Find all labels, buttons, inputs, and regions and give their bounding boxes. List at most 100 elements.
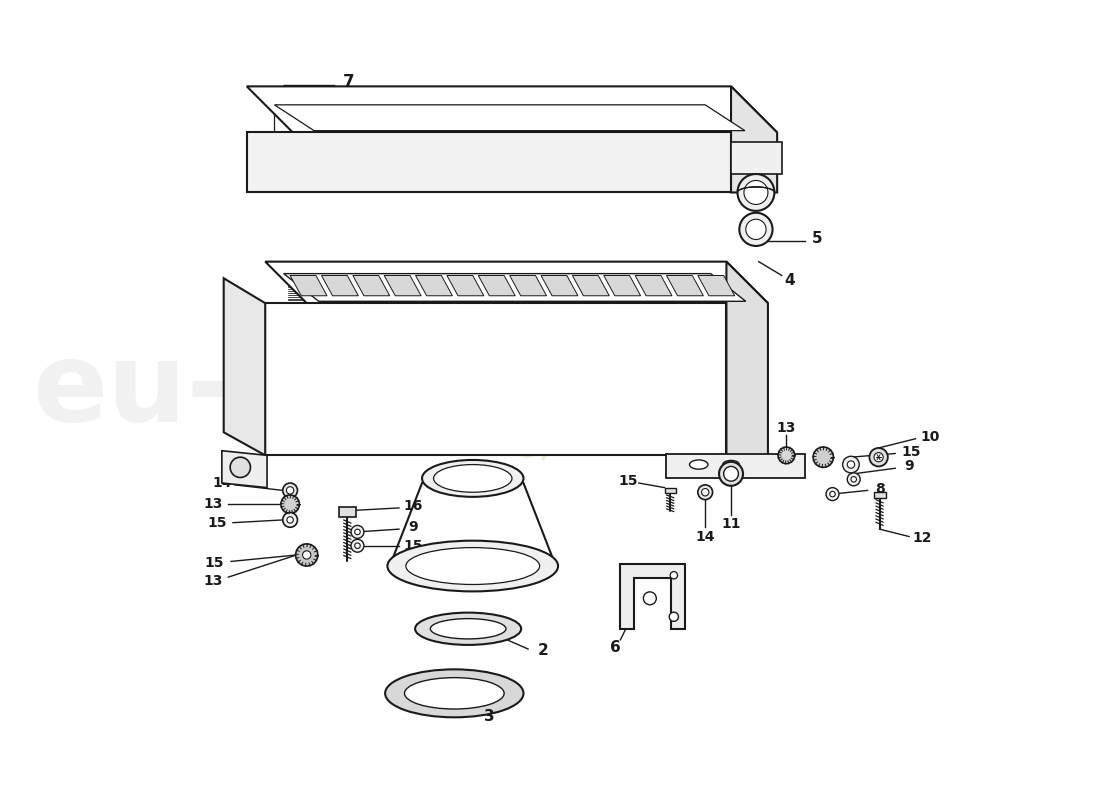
Text: 14: 14 — [212, 476, 232, 490]
Circle shape — [296, 544, 318, 566]
Text: 13: 13 — [777, 421, 796, 434]
Circle shape — [813, 447, 834, 467]
Text: eu-o-ces: eu-o-ces — [32, 338, 563, 444]
Circle shape — [230, 457, 251, 478]
Polygon shape — [384, 275, 421, 296]
Text: 9: 9 — [408, 520, 418, 534]
Polygon shape — [265, 262, 768, 303]
Ellipse shape — [433, 465, 512, 492]
Circle shape — [874, 453, 883, 462]
Text: 13: 13 — [202, 498, 222, 511]
Text: 7: 7 — [343, 73, 355, 90]
Polygon shape — [478, 275, 515, 296]
Circle shape — [286, 486, 294, 494]
Ellipse shape — [723, 461, 739, 469]
Circle shape — [746, 219, 766, 239]
Text: 10: 10 — [921, 430, 940, 444]
Polygon shape — [726, 262, 768, 455]
Polygon shape — [246, 133, 732, 193]
Polygon shape — [664, 488, 675, 493]
Circle shape — [739, 213, 772, 246]
Circle shape — [869, 448, 888, 466]
Polygon shape — [290, 275, 327, 296]
Polygon shape — [353, 275, 389, 296]
Text: a passion for: a passion for — [292, 384, 562, 472]
Polygon shape — [620, 564, 685, 629]
Circle shape — [644, 592, 657, 605]
Text: 15: 15 — [901, 445, 921, 458]
Text: 9: 9 — [904, 459, 914, 474]
Polygon shape — [284, 274, 746, 302]
Circle shape — [351, 526, 364, 538]
Text: 15: 15 — [205, 556, 224, 570]
Polygon shape — [667, 454, 805, 478]
Text: 2: 2 — [538, 643, 548, 658]
Polygon shape — [447, 275, 484, 296]
Circle shape — [829, 491, 835, 497]
Circle shape — [302, 551, 311, 559]
Polygon shape — [416, 275, 452, 296]
Polygon shape — [874, 492, 886, 498]
Ellipse shape — [405, 678, 504, 709]
Circle shape — [744, 181, 768, 205]
Polygon shape — [732, 86, 778, 193]
Polygon shape — [321, 275, 359, 296]
Text: 1985: 1985 — [490, 330, 659, 414]
Text: 13: 13 — [202, 574, 222, 588]
Circle shape — [669, 612, 679, 622]
Circle shape — [702, 489, 708, 496]
Circle shape — [283, 513, 297, 527]
Circle shape — [354, 543, 360, 549]
Polygon shape — [222, 450, 267, 488]
Text: 1: 1 — [241, 377, 253, 395]
Ellipse shape — [430, 618, 506, 639]
Text: 15: 15 — [403, 538, 422, 553]
Polygon shape — [604, 275, 640, 296]
Circle shape — [737, 174, 774, 211]
Text: 6: 6 — [610, 640, 621, 654]
Text: 15: 15 — [208, 516, 227, 530]
Circle shape — [843, 456, 859, 473]
Polygon shape — [274, 105, 745, 130]
Circle shape — [670, 571, 678, 579]
Text: 15: 15 — [618, 474, 638, 488]
Ellipse shape — [385, 670, 524, 718]
Polygon shape — [223, 278, 265, 455]
Circle shape — [847, 473, 860, 486]
Text: 4: 4 — [784, 273, 794, 287]
Circle shape — [283, 483, 297, 498]
Polygon shape — [265, 303, 726, 455]
Circle shape — [351, 539, 364, 552]
Ellipse shape — [415, 613, 521, 645]
Circle shape — [847, 461, 855, 468]
Text: 8: 8 — [876, 482, 886, 495]
Circle shape — [851, 477, 857, 482]
Text: 5: 5 — [812, 231, 822, 246]
Polygon shape — [697, 275, 735, 296]
Text: 16: 16 — [403, 499, 422, 513]
Circle shape — [354, 529, 360, 534]
Ellipse shape — [690, 460, 708, 469]
Ellipse shape — [387, 541, 558, 591]
Polygon shape — [572, 275, 609, 296]
Circle shape — [719, 462, 742, 486]
Polygon shape — [509, 275, 547, 296]
Circle shape — [826, 488, 839, 501]
Polygon shape — [339, 507, 355, 517]
Polygon shape — [246, 86, 778, 133]
Text: 3: 3 — [484, 709, 495, 724]
Circle shape — [280, 495, 299, 514]
Text: 11: 11 — [722, 517, 740, 530]
Circle shape — [697, 485, 713, 500]
Polygon shape — [541, 275, 578, 296]
Ellipse shape — [422, 460, 524, 497]
Circle shape — [287, 517, 294, 523]
Text: 14: 14 — [695, 530, 715, 543]
Circle shape — [724, 466, 738, 481]
Polygon shape — [732, 142, 782, 174]
Circle shape — [778, 447, 794, 464]
Polygon shape — [667, 275, 703, 296]
Ellipse shape — [406, 547, 540, 585]
Text: 12: 12 — [912, 531, 932, 546]
Polygon shape — [635, 275, 672, 296]
